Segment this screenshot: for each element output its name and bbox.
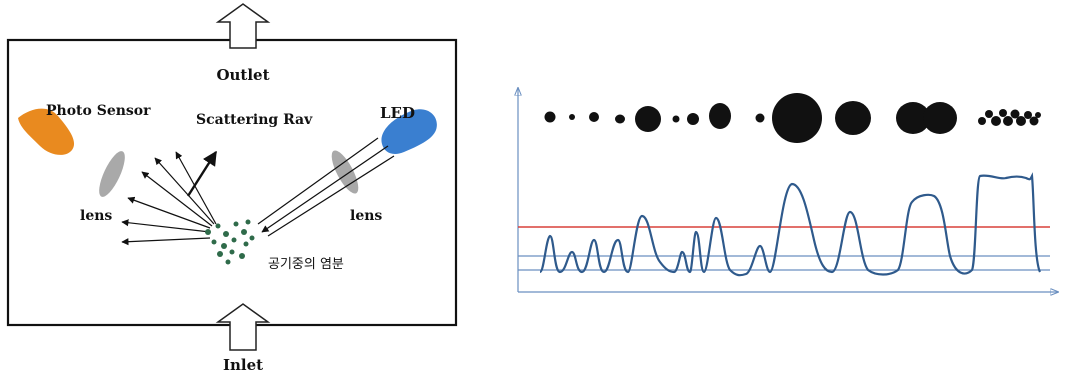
- particle: [923, 102, 957, 134]
- outlet-arrow-icon: [215, 3, 271, 49]
- incoming-light-rays: [257, 137, 395, 237]
- scattering-ray-arrow: [186, 150, 218, 197]
- right-lens-icon: [331, 150, 359, 194]
- particle: [569, 114, 575, 120]
- signal-trace: [538, 172, 1042, 277]
- left-lens-icon: [99, 151, 125, 197]
- signal-plot: [518, 88, 1058, 292]
- particle: [672, 115, 680, 123]
- dust-label: 공기중의 염분: [268, 257, 344, 272]
- particle: [709, 103, 731, 129]
- left-lens-label: lens: [80, 208, 112, 224]
- particle: [755, 113, 765, 123]
- inlet-label: Inlet: [223, 356, 263, 374]
- scattering-ray-label: Scattering Rav: [196, 112, 313, 128]
- particle-cluster: [978, 109, 1041, 126]
- led-label: LED: [380, 104, 415, 122]
- particle: [687, 113, 699, 125]
- particle: [635, 106, 661, 132]
- particle: [835, 101, 871, 135]
- particle: [772, 93, 822, 143]
- inlet-arrow-icon: [215, 303, 271, 351]
- photo-sensor-icon: [18, 108, 75, 155]
- outlet-label: Outlet: [216, 66, 269, 84]
- right-lens-label: lens: [350, 208, 382, 224]
- sensor-diagram: Outlet Inlet Photo Sensor Scattering Rav…: [6, 3, 458, 374]
- particle: [615, 114, 625, 124]
- particle-row: [544, 93, 1041, 143]
- particle: [589, 112, 599, 122]
- particle: [896, 102, 930, 134]
- particle: [544, 111, 556, 123]
- scattered-rays: [121, 151, 217, 246]
- photo-sensor-label: Photo Sensor: [46, 103, 151, 119]
- dust-particles: [205, 219, 255, 265]
- led-icon: [381, 109, 437, 155]
